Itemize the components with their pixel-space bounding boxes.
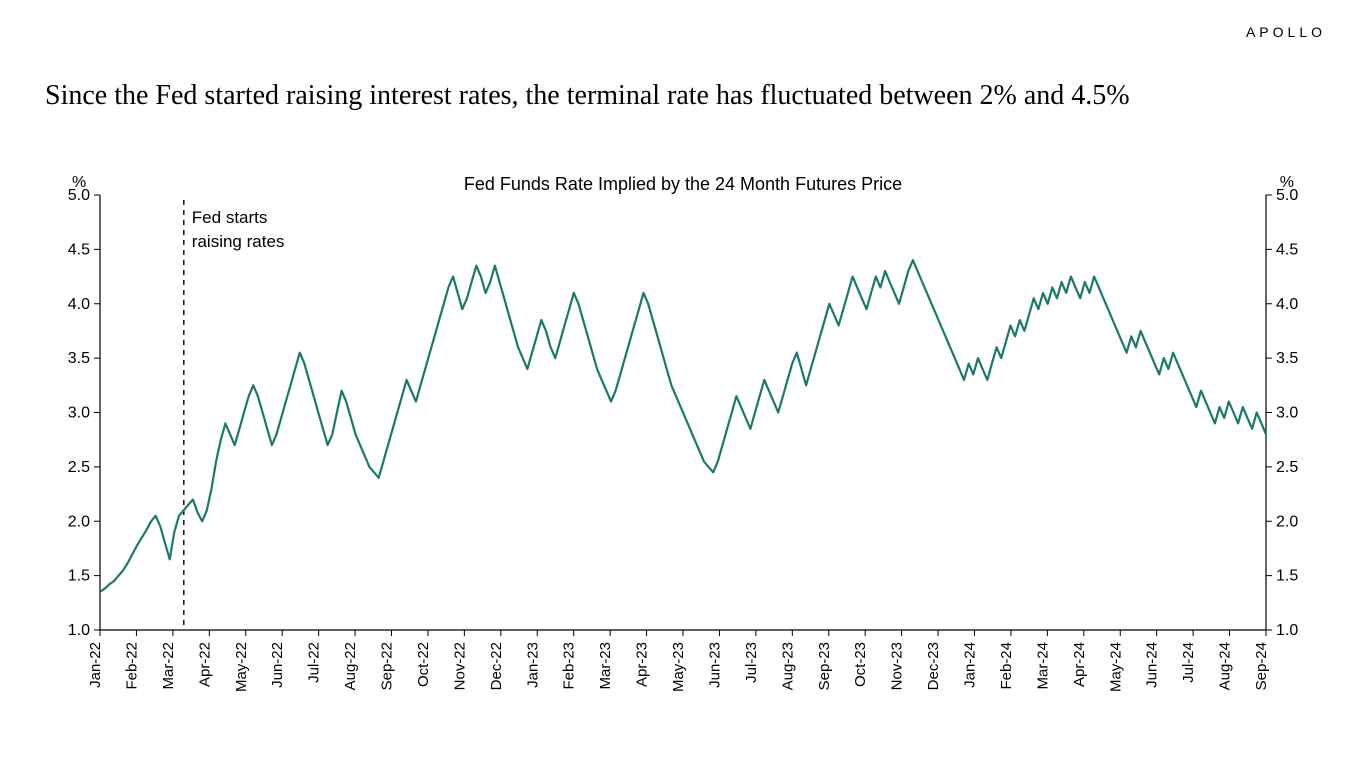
- svg-text:Jun-24: Jun-24: [1144, 642, 1161, 688]
- svg-text:Feb-22: Feb-22: [123, 642, 140, 690]
- svg-text:5.0: 5.0: [68, 187, 90, 204]
- svg-text:Aug-24: Aug-24: [1217, 642, 1234, 690]
- svg-text:3.0: 3.0: [68, 405, 90, 422]
- svg-text:3.5: 3.5: [1276, 350, 1298, 367]
- svg-text:Dec-23: Dec-23: [925, 642, 942, 690]
- svg-text:May-23: May-23: [670, 642, 687, 692]
- svg-text:Jan-22: Jan-22: [87, 642, 104, 688]
- chart-container: Fed Funds Rate Implied by the 24 Month F…: [45, 165, 1321, 725]
- svg-text:4.0: 4.0: [68, 296, 90, 313]
- svg-text:Mar-22: Mar-22: [160, 642, 177, 690]
- svg-text:Dec-22: Dec-22: [488, 642, 505, 690]
- svg-text:Jan-24: Jan-24: [962, 642, 979, 688]
- svg-text:Apr-23: Apr-23: [634, 642, 651, 687]
- svg-text:Feb-24: Feb-24: [998, 642, 1015, 690]
- svg-text:3.5: 3.5: [68, 350, 90, 367]
- svg-text:Jan-23: Jan-23: [524, 642, 541, 688]
- svg-text:4.0: 4.0: [1276, 296, 1298, 313]
- svg-text:Jun-22: Jun-22: [269, 642, 286, 688]
- svg-text:2.5: 2.5: [68, 459, 90, 476]
- svg-text:2.0: 2.0: [68, 513, 90, 530]
- svg-text:4.5: 4.5: [1276, 241, 1298, 258]
- svg-text:Fed Funds Rate Implied by the: Fed Funds Rate Implied by the 24 Month F…: [464, 174, 902, 194]
- svg-text:3.0: 3.0: [1276, 405, 1298, 422]
- svg-text:Sep-23: Sep-23: [816, 642, 833, 690]
- svg-text:1.0: 1.0: [68, 622, 90, 639]
- svg-text:Aug-23: Aug-23: [779, 642, 796, 690]
- brand-logo: APOLLO: [1246, 24, 1326, 40]
- svg-text:Nov-22: Nov-22: [451, 642, 468, 690]
- svg-text:Apr-24: Apr-24: [1071, 642, 1088, 687]
- svg-text:Sep-24: Sep-24: [1253, 642, 1270, 690]
- svg-text:Sep-22: Sep-22: [379, 642, 396, 690]
- svg-text:Mar-23: Mar-23: [597, 642, 614, 690]
- svg-text:1.5: 1.5: [1276, 568, 1298, 585]
- svg-text:1.5: 1.5: [68, 568, 90, 585]
- svg-text:Nov-23: Nov-23: [889, 642, 906, 690]
- svg-text:Jul-22: Jul-22: [306, 642, 323, 683]
- page-title: Since the Fed started raising interest r…: [45, 80, 1321, 112]
- svg-text:4.5: 4.5: [68, 241, 90, 258]
- svg-text:Fed starts: Fed starts: [192, 208, 268, 227]
- svg-text:Oct-22: Oct-22: [415, 642, 432, 687]
- svg-text:Oct-23: Oct-23: [852, 642, 869, 687]
- svg-text:2.0: 2.0: [1276, 513, 1298, 530]
- svg-text:Apr-22: Apr-22: [196, 642, 213, 687]
- svg-text:Jul-24: Jul-24: [1180, 642, 1197, 683]
- svg-text:Aug-22: Aug-22: [342, 642, 359, 690]
- svg-text:5.0: 5.0: [1276, 187, 1298, 204]
- svg-text:raising rates: raising rates: [192, 232, 285, 251]
- svg-text:Feb-23: Feb-23: [561, 642, 578, 690]
- svg-text:Jun-23: Jun-23: [706, 642, 723, 688]
- svg-text:2.5: 2.5: [1276, 459, 1298, 476]
- svg-text:1.0: 1.0: [1276, 622, 1298, 639]
- svg-text:Jul-23: Jul-23: [743, 642, 760, 683]
- svg-text:May-22: May-22: [233, 642, 250, 692]
- svg-text:May-24: May-24: [1107, 642, 1124, 692]
- svg-text:Mar-24: Mar-24: [1034, 642, 1051, 690]
- line-chart: Fed Funds Rate Implied by the 24 Month F…: [45, 165, 1321, 725]
